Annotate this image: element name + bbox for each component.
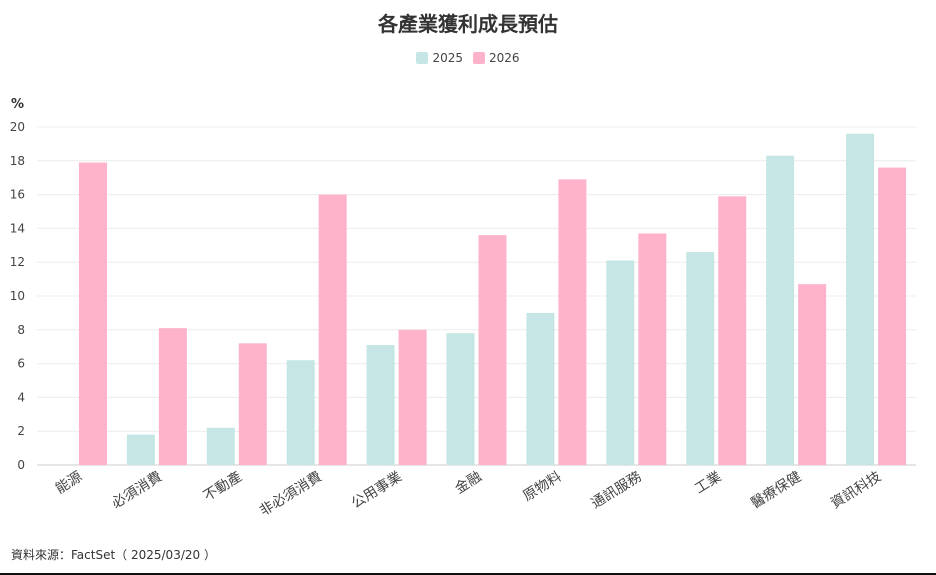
y-tick-label: 8 [17, 323, 25, 337]
y-tick-label: 16 [10, 188, 25, 202]
y-tick-label: 12 [10, 255, 25, 269]
legend-item-2026[interactable]: 2026 [473, 51, 520, 65]
legend-swatch-2025 [416, 52, 429, 64]
bar-2025[interactable] [606, 260, 635, 465]
bar-2025[interactable] [126, 434, 155, 465]
x-tick-label: 必須消費 [109, 469, 165, 512]
bar-2026[interactable] [718, 196, 747, 466]
y-tick-label: 18 [10, 154, 25, 168]
x-tick-label: 公用事業 [349, 469, 405, 512]
bar-2026[interactable] [478, 235, 507, 465]
bar-2025[interactable] [766, 155, 795, 466]
bar-2025[interactable] [846, 133, 875, 465]
x-tick-label: 工業 [692, 469, 724, 497]
x-tick-label: 醫療保健 [748, 468, 804, 512]
x-tick-label: 金融 [452, 469, 484, 497]
legend-swatch-2026 [473, 52, 485, 64]
bar-chart: 0 2 4 6 8 10 12 14 16 18 20 能源 必須消費 不動產 非必須消費 公用事業 金融 原物料… [10, 120, 916, 520]
bar-2025[interactable] [366, 345, 395, 465]
bar-2026[interactable] [798, 284, 827, 465]
x-tick-label: 通訊服務 [588, 469, 644, 512]
bar-2026[interactable] [878, 167, 907, 465]
y-tick-label: 0 [17, 458, 25, 472]
bar-2025[interactable] [206, 427, 235, 465]
x-tick-label: 非必須消費 [257, 469, 325, 520]
source-note: 資料來源：FactSet（ 2025/03/20 ） [11, 548, 216, 562]
bar-2025[interactable] [686, 252, 715, 465]
bar-2026[interactable] [558, 179, 587, 465]
y-tick-label: 6 [17, 357, 25, 371]
legend-label-2025: 2025 [432, 51, 463, 65]
y-tick-label: 14 [10, 221, 25, 235]
bar-2026[interactable] [78, 162, 107, 466]
bar-2025[interactable] [446, 333, 475, 465]
y-tick-label: 4 [17, 390, 25, 404]
bar-2026[interactable] [398, 329, 427, 465]
y-tick-label: 20 [10, 120, 25, 134]
y-tick-label: 2 [17, 424, 25, 438]
x-tick-label: 原物料 [520, 469, 564, 505]
bar-2025[interactable] [286, 360, 315, 465]
x-tick-label: 資訊科技 [828, 469, 884, 512]
bottom-divider [0, 573, 936, 575]
chart-title: 各產業獲利成長預估 [378, 12, 558, 36]
bar-2025[interactable] [526, 312, 555, 465]
bar-2026[interactable] [238, 343, 267, 465]
bar-2026[interactable] [158, 328, 187, 465]
legend-label-2026: 2026 [489, 51, 520, 65]
y-axis-unit: % [11, 97, 25, 112]
legend-item-2025[interactable]: 2025 [416, 51, 463, 65]
x-tick-label: 不動產 [200, 468, 245, 505]
y-tick-label: 10 [10, 289, 25, 303]
legend: 2025 2026 [0, 51, 936, 65]
bar-2026[interactable] [638, 233, 667, 465]
bar-2026[interactable] [318, 194, 347, 465]
x-tick-label: 能源 [53, 469, 85, 497]
